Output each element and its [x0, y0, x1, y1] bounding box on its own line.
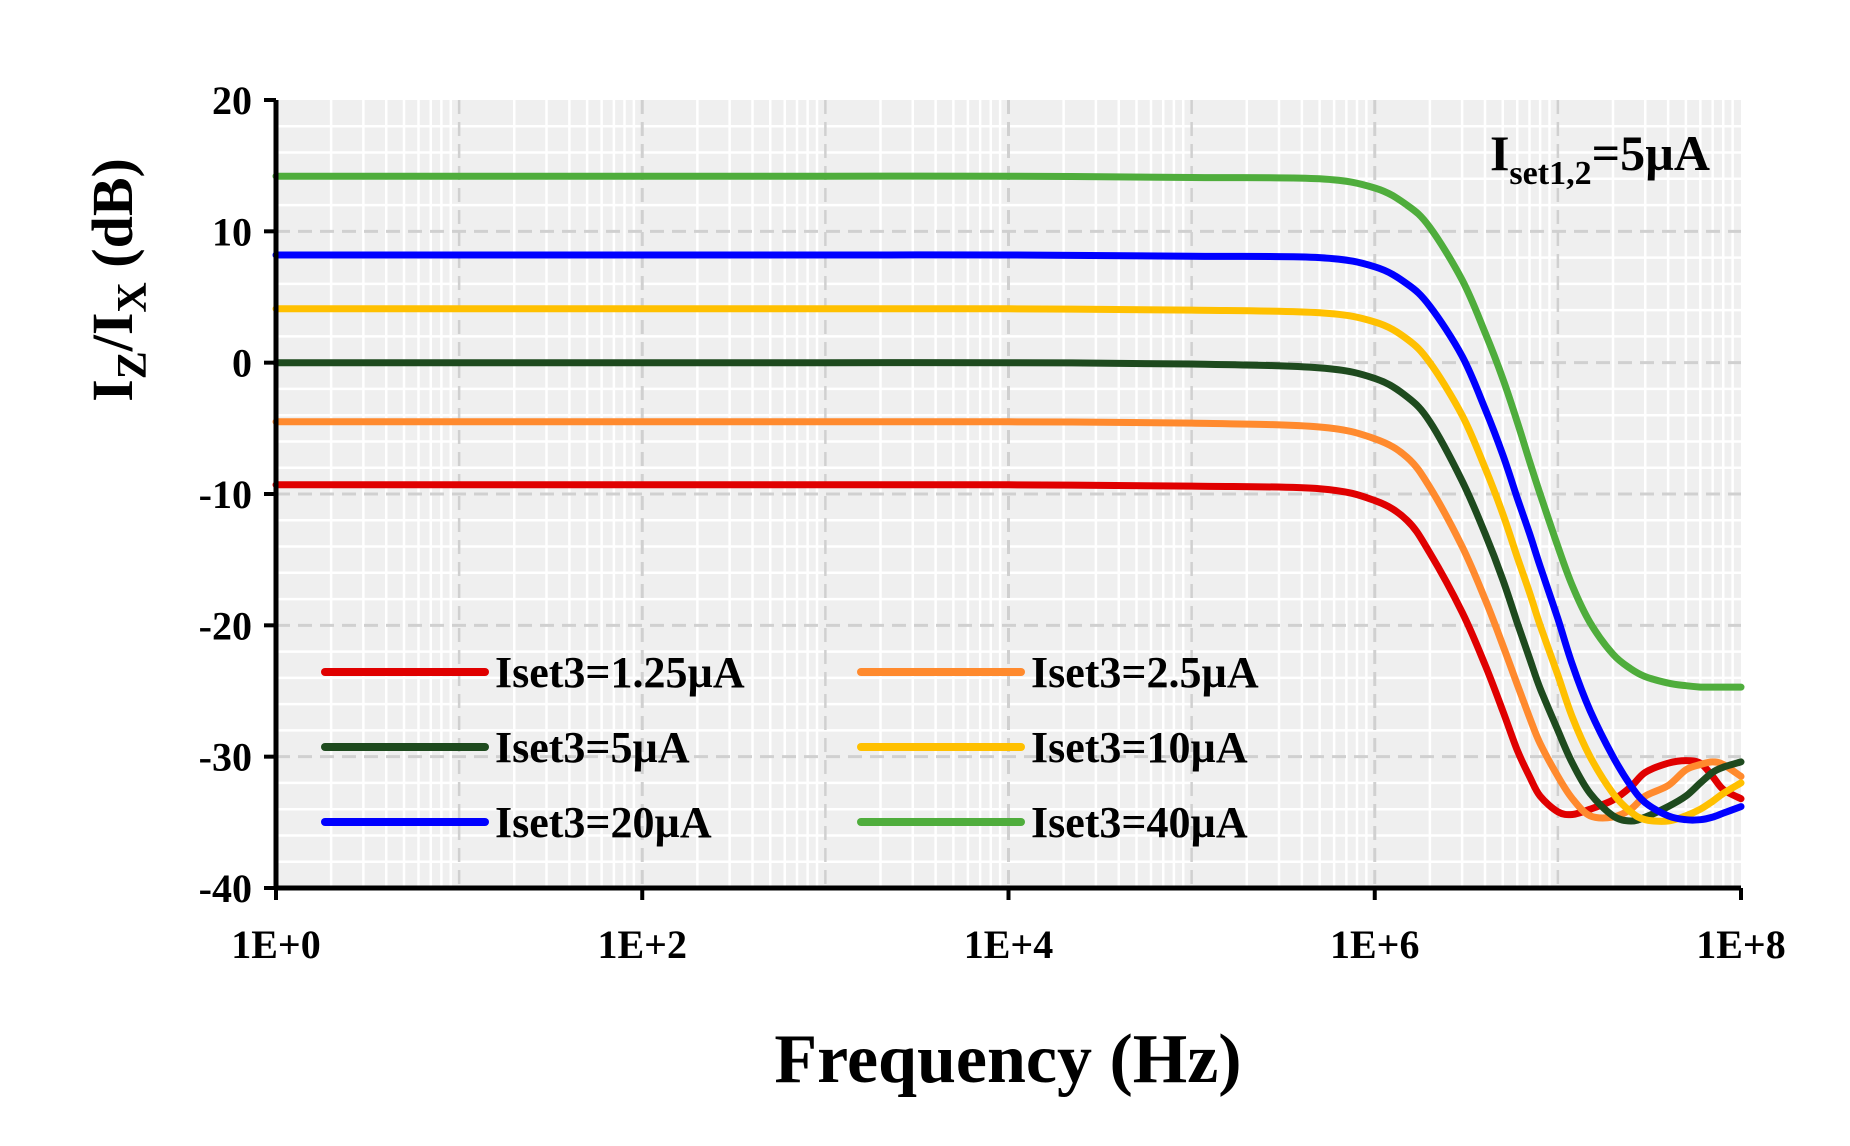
x-tick-label: 1E+2	[598, 922, 687, 967]
series-line	[272, 172, 1745, 691]
annotation-main: I	[1490, 125, 1509, 181]
legend-label: Iset3=5µA	[495, 723, 690, 772]
legend-label: Iset3=1.25µA	[495, 648, 745, 697]
series-line	[272, 359, 1745, 825]
series-line	[272, 305, 1745, 825]
y-axis-title: IZ/IX (dB)	[80, 158, 156, 402]
series-line	[272, 418, 1745, 822]
legend: Iset3=1.25µA Iset3=2.5µA Iset3=5µA Iset3=10…	[321, 648, 1259, 847]
y-tick-label: -10	[199, 472, 252, 517]
x-tick-label: 1E+0	[231, 922, 320, 967]
series-lines	[272, 172, 1745, 825]
y-tick-label: -40	[199, 866, 252, 911]
x-tick-label: 1E+8	[1696, 922, 1785, 967]
y-tick-label: -30	[199, 735, 252, 780]
y-tick-label: 0	[232, 341, 252, 386]
x-ticks: 1E+0 1E+2 1E+4 1E+6 1E+8	[231, 888, 1786, 967]
legend-label: Iset3=2.5µA	[1031, 648, 1259, 697]
y-tick-label: 20	[212, 78, 252, 123]
y-axis-title-sep: /I	[80, 313, 145, 353]
annotation-sub: set1,2	[1509, 155, 1591, 192]
y-axis-title-unit: (dB)	[80, 158, 145, 282]
x-axis-title: Frequency (Hz)	[774, 1021, 1241, 1098]
x-tick-label: 1E+4	[964, 922, 1053, 967]
legend-label: Iset3=40µA	[1031, 798, 1248, 847]
annotation-rest: =5µA	[1592, 125, 1710, 181]
annotation-label: Iset1,2=5µA	[1490, 125, 1710, 192]
legend-label: Iset3=20µA	[495, 798, 712, 847]
y-axis-title-sub2: X	[110, 282, 156, 312]
y-axis-title-base: I	[80, 379, 145, 402]
y-ticks: 20 10 0 -10 -20 -30 -40	[199, 78, 276, 911]
series-line	[272, 481, 1745, 819]
y-tick-label: 10	[212, 209, 252, 254]
x-tick-label: 1E+6	[1330, 922, 1419, 967]
y-tick-label: -20	[199, 603, 252, 648]
y-axis-title-sub1: Z	[110, 351, 156, 379]
legend-label: Iset3=10µA	[1031, 723, 1248, 772]
series-line	[272, 251, 1745, 824]
